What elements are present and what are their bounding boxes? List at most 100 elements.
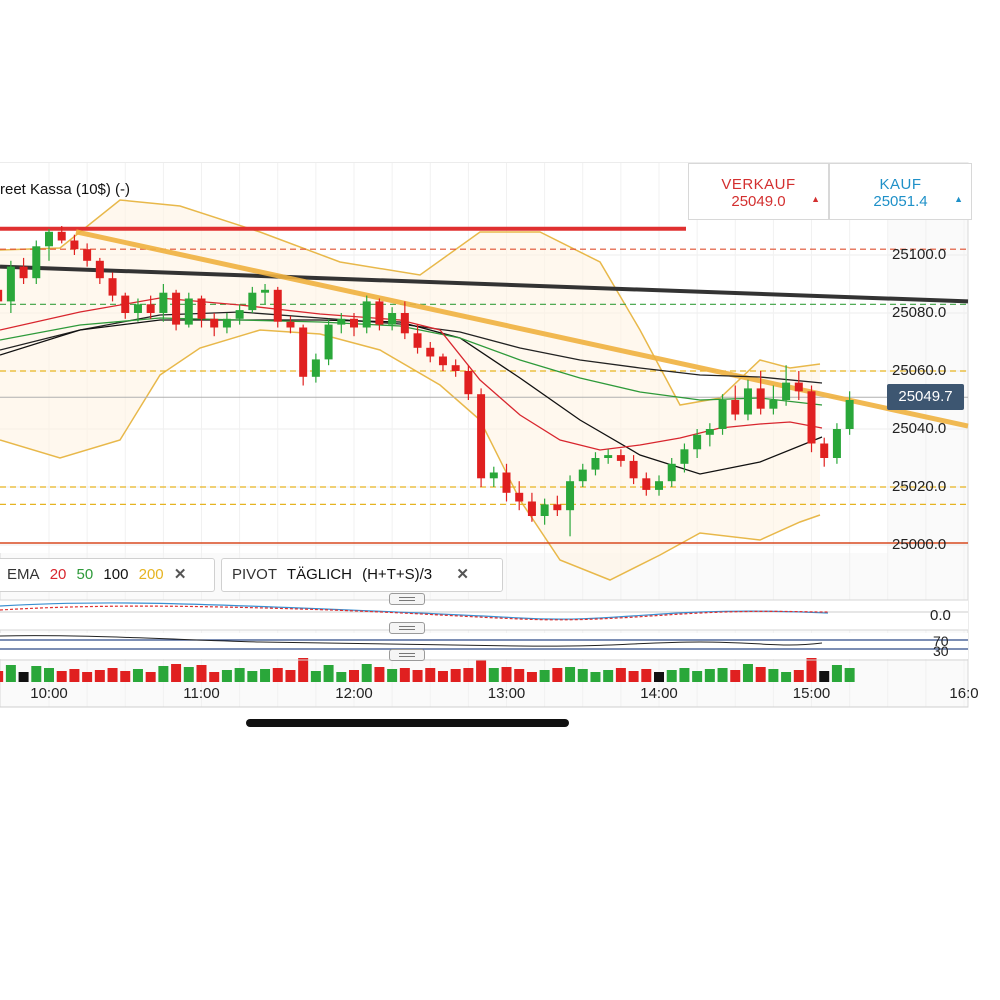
volume-bar (565, 667, 576, 682)
candle (629, 460, 638, 479)
sell-price: 25049.0 (731, 193, 786, 210)
candle (70, 240, 79, 250)
buy-price: 25051.4 (873, 193, 928, 210)
candle (19, 266, 28, 279)
x-tick-label: 13:00 (487, 685, 526, 702)
candle (604, 455, 613, 458)
volume-bar (692, 671, 703, 682)
black-trendline (0, 264, 969, 304)
volume-pane-resize-handle[interactable] (389, 649, 425, 661)
x-tick-label: 12:00 (335, 685, 373, 702)
candle (261, 289, 270, 293)
candle (667, 463, 676, 482)
volume-bar (615, 668, 626, 682)
candle (807, 391, 816, 444)
volume-bar (806, 658, 817, 682)
candle (133, 304, 142, 313)
volume-bar (730, 670, 741, 682)
buy-arrow-icon: ▲ (954, 194, 963, 204)
pivot-close-icon[interactable]: ✕ (456, 566, 469, 583)
x-tick-label: 11:00 (183, 685, 220, 702)
volume-bar (310, 671, 321, 682)
candle (591, 458, 600, 470)
macd-pane-resize-handle[interactable] (389, 593, 425, 605)
candle (578, 469, 587, 482)
ema-close-icon[interactable]: ✕ (173, 566, 187, 583)
candle (451, 365, 460, 371)
volume-bar (31, 666, 42, 682)
ema-200-label: 200 (138, 566, 164, 583)
rsi-pane-resize-handle[interactable] (389, 622, 425, 634)
volume-bar (132, 669, 143, 682)
volume-bar (158, 666, 169, 682)
volume-bar (704, 669, 715, 682)
volume-bar (298, 658, 309, 682)
candle (464, 371, 473, 395)
volume-bar (463, 668, 474, 682)
volume-bar (603, 670, 614, 682)
candle (705, 429, 714, 435)
pivot-legend[interactable]: PIVOT TÄGLICH (H+T+S)/3 ✕ (221, 558, 503, 592)
volume-bar (654, 672, 665, 682)
candle (159, 292, 168, 313)
rsi-upper-label: 70 (933, 633, 949, 649)
volume-bar (18, 672, 29, 682)
bollinger-upper (0, 199, 821, 406)
candle (718, 400, 727, 429)
candle (502, 472, 511, 493)
sell-button[interactable]: VERKAUF 25049.0 ▲ (688, 163, 829, 220)
volume-bar (844, 668, 855, 682)
volume-bar (819, 671, 830, 682)
candle (172, 292, 181, 325)
volume-bar (742, 664, 753, 682)
ema-50-line (0, 317, 823, 406)
candle (6, 266, 15, 302)
candle (769, 400, 778, 409)
volume-bar (260, 669, 271, 682)
volume-bar (399, 668, 410, 682)
volume-bar (768, 669, 779, 682)
candle (57, 231, 66, 241)
volume-bar (69, 669, 80, 682)
candle (311, 359, 320, 377)
macd-signal-line (0, 605, 829, 621)
volume-bar (412, 670, 423, 682)
rsi-pane (0, 633, 968, 659)
buy-button[interactable]: KAUF 25051.4 ▲ (829, 163, 972, 220)
bollinger-lower (0, 329, 821, 581)
candle (146, 304, 155, 313)
candle (540, 504, 549, 516)
volume-bar (387, 669, 398, 682)
candle (731, 400, 740, 415)
volume-bar (793, 670, 804, 682)
chart-title: reet Kassa (10$) (-) (0, 181, 131, 198)
horizontal-scrollbar[interactable] (246, 719, 569, 727)
candle (299, 327, 308, 377)
volume-bar (425, 668, 436, 682)
candle (489, 472, 498, 479)
candle (375, 301, 384, 325)
x-tick-label: 16:0 (949, 685, 979, 702)
candle (413, 333, 422, 348)
volume-bar (641, 669, 652, 682)
candle (756, 388, 765, 409)
volume-bar (120, 671, 131, 682)
candle (83, 249, 92, 261)
volume-bar (323, 665, 334, 682)
candle (553, 504, 562, 511)
ema-label: EMA (7, 566, 40, 583)
volume-bar (501, 667, 512, 682)
candle (515, 492, 524, 502)
ema-legend[interactable]: EMA 20 50 100 200 ✕ (0, 558, 215, 592)
volume-bar (349, 670, 360, 682)
candle (820, 443, 829, 458)
candle (32, 246, 41, 279)
y-tick-label: 25080.0 (892, 304, 947, 321)
candle (400, 313, 409, 334)
candle (845, 400, 854, 429)
volume-bar (56, 671, 67, 682)
volume-bar (476, 660, 487, 682)
pivot-period: TÄGLICH (286, 566, 352, 583)
candle (235, 310, 244, 319)
